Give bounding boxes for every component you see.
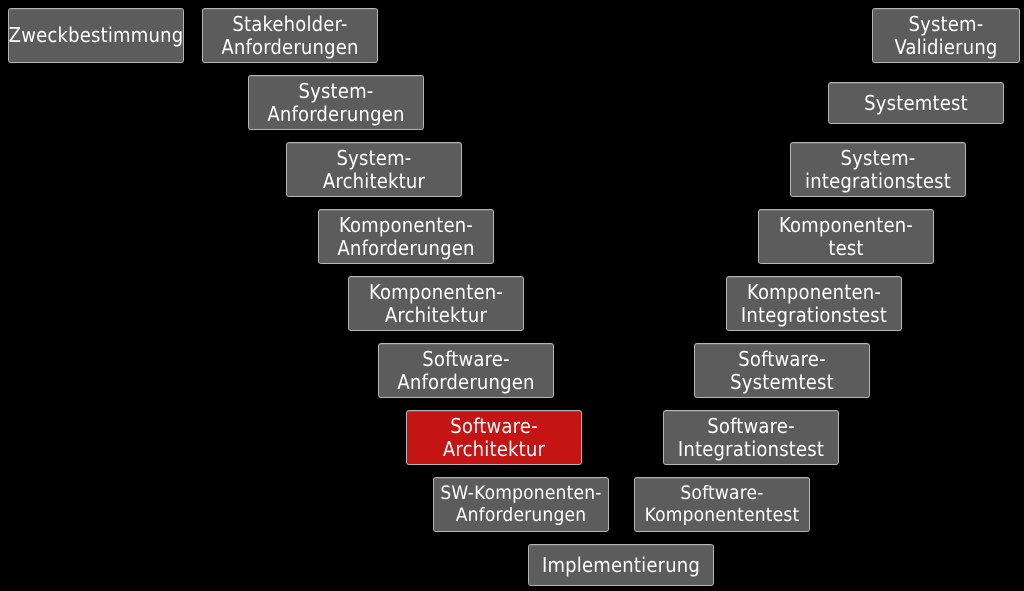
node-komponenten-integrationstest: Komponenten- Integrationstest: [726, 276, 902, 331]
node-zweckbestimmung: Zweckbestimmung: [8, 8, 184, 63]
node-system-anforderungen: System- Anforderungen: [248, 75, 424, 130]
node-system-validierung: System- Validierung: [872, 8, 1020, 63]
node-komponenten-anforderungen: Komponenten- Anforderungen: [318, 209, 494, 264]
node-stakeholder-anforderungen: Stakeholder- Anforderungen: [202, 8, 378, 63]
node-system-architektur: System- Architektur: [286, 142, 462, 197]
node-komponenten-architektur: Komponenten- Architektur: [348, 276, 524, 331]
node-software-integrationstest: Software- Integrationstest: [663, 410, 839, 465]
node-komponenten-test: Komponenten- test: [758, 209, 934, 264]
node-implementierung: Implementierung: [528, 544, 714, 586]
node-system-integrationstest: System- integrationstest: [790, 142, 966, 197]
node-sw-komponenten-anforderungen: SW-Komponenten- Anforderungen: [433, 477, 609, 532]
node-systemtest: Systemtest: [828, 82, 1004, 124]
node-software-anforderungen: Software- Anforderungen: [378, 343, 554, 398]
node-software-komponententest: Software- Komponententest: [634, 477, 810, 532]
node-software-architektur: Software- Architektur: [406, 410, 582, 465]
node-software-systemtest: Software- Systemtest: [694, 343, 870, 398]
v-model-diagram: Zweckbestimmung Stakeholder- Anforderunge…: [0, 0, 1024, 591]
